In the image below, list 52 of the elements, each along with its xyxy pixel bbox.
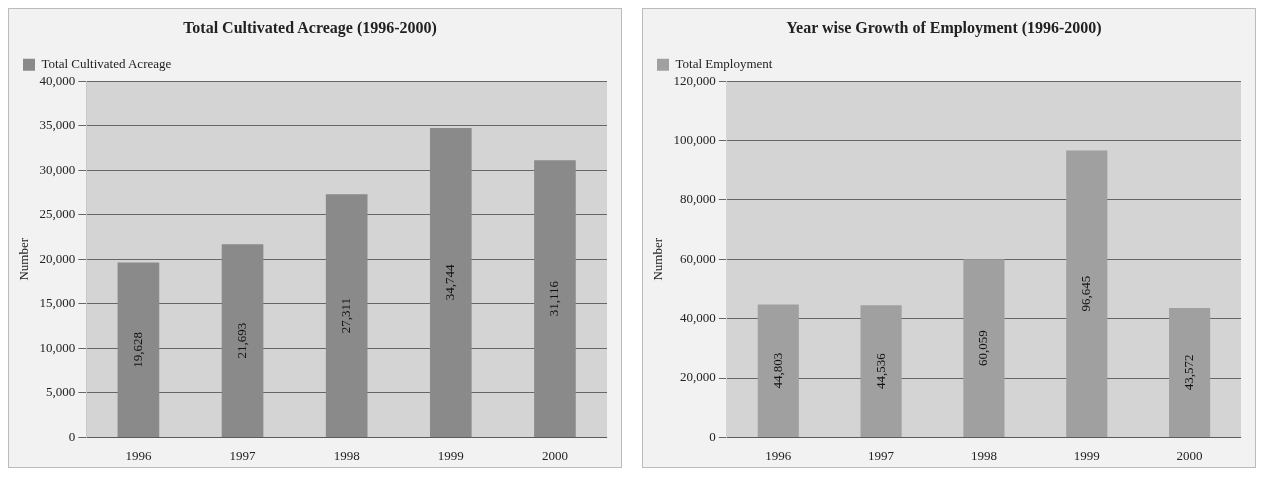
x-tick-label: 2000 bbox=[1176, 447, 1203, 463]
x-tick-label: 1999 bbox=[437, 447, 464, 463]
y-tick-label: 35,000 bbox=[39, 117, 76, 133]
y-tick-label: 0 bbox=[68, 428, 76, 444]
x-tick-label: 1998 bbox=[970, 447, 997, 463]
y-tick-label: 20,000 bbox=[680, 369, 716, 385]
y-tick-label: 25,000 bbox=[39, 206, 76, 222]
y-axis-title: Number bbox=[16, 237, 32, 281]
data-label: 43,572 bbox=[1181, 354, 1197, 391]
data-label: 21,693 bbox=[233, 322, 249, 359]
y-tick-label: 60,000 bbox=[680, 250, 716, 266]
bar bbox=[534, 160, 576, 437]
bar bbox=[757, 304, 799, 437]
x-tick-label: 1996 bbox=[765, 447, 792, 463]
data-label: 31,116 bbox=[546, 280, 562, 317]
x-tick-label: 2000 bbox=[541, 447, 568, 463]
bar bbox=[963, 259, 1005, 437]
x-tick-label: 1997 bbox=[868, 447, 895, 463]
y-tick-label: 20,000 bbox=[39, 250, 76, 266]
chart-title: Total Cultivated Acreage (1996-2000) bbox=[183, 18, 437, 37]
y-tick-label: 120,000 bbox=[673, 72, 716, 88]
y-tick-label: 15,000 bbox=[39, 295, 76, 311]
x-tick-label: 1997 bbox=[229, 447, 257, 463]
chart-title: Year wise Growth of Employment (1996-2000) bbox=[786, 18, 1102, 37]
y-tick-label: 0 bbox=[709, 428, 716, 444]
bar bbox=[1066, 150, 1108, 437]
x-tick-label: 1996 bbox=[125, 447, 152, 463]
bar bbox=[429, 128, 472, 437]
legend-label: Total Cultivated Acreage bbox=[41, 56, 172, 72]
y-tick-label: 10,000 bbox=[39, 339, 76, 355]
data-label: 96,645 bbox=[1078, 275, 1094, 312]
bar bbox=[117, 262, 160, 437]
y-tick-label: 80,000 bbox=[680, 191, 716, 207]
bar bbox=[860, 305, 902, 437]
y-tick-label: 30,000 bbox=[39, 161, 76, 177]
y-tick-label: 40,000 bbox=[680, 310, 716, 326]
legend-label: Total Employment bbox=[675, 56, 773, 72]
bar bbox=[325, 194, 368, 437]
y-tick-label: 40,000 bbox=[39, 72, 76, 88]
x-tick-label: 1998 bbox=[333, 447, 360, 463]
data-label: 19,628 bbox=[129, 331, 145, 368]
bar bbox=[221, 244, 264, 437]
data-label: 44,536 bbox=[872, 352, 888, 389]
y-axis-title: Number bbox=[650, 237, 666, 281]
bar bbox=[1169, 308, 1211, 437]
data-label: 27,311 bbox=[338, 297, 354, 334]
data-label: 60,059 bbox=[975, 330, 991, 366]
y-tick-label: 5,000 bbox=[46, 384, 76, 400]
data-label: 44,803 bbox=[769, 352, 785, 389]
y-tick-label: 100,000 bbox=[673, 131, 716, 147]
x-tick-label: 1999 bbox=[1073, 447, 1100, 463]
data-label: 34,744 bbox=[442, 264, 458, 301]
